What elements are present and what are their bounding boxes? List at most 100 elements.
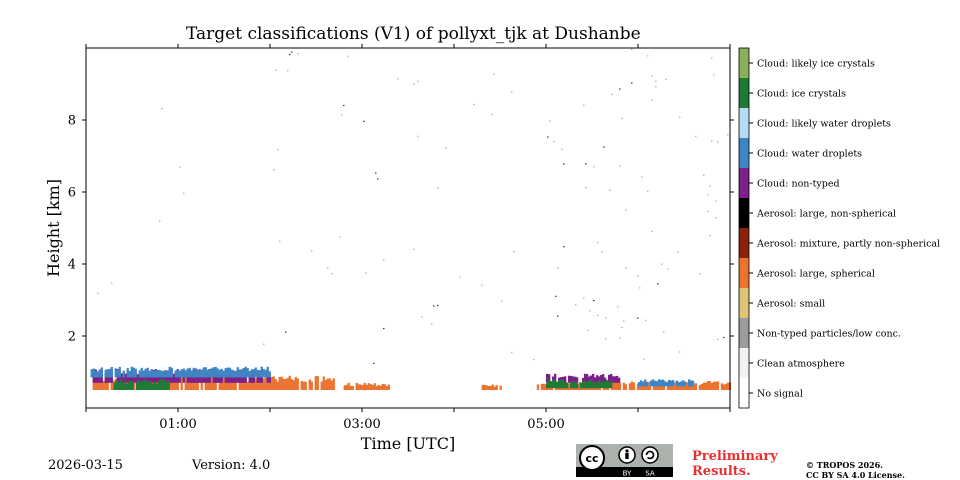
feature-pixel: [554, 380, 557, 389]
colorbar-label: Non-typed particles/low conc.: [757, 329, 901, 340]
cc-by-sa-badge: cc BY SA: [576, 444, 673, 477]
feature-pixel: [155, 384, 158, 390]
feature-pixel: [244, 366, 247, 378]
colorbar-swatch: [739, 348, 749, 378]
feature-pixel: [324, 380, 327, 390]
feature-pixel: [660, 379, 663, 387]
feature-pixel: [558, 380, 561, 389]
feature-pixel: [190, 370, 193, 378]
feature-pixel: [117, 382, 120, 390]
noise-pixel: [717, 141, 719, 143]
feature-pixel: [684, 381, 687, 387]
noise-pixel: [511, 351, 513, 354]
feature-pixel: [244, 381, 247, 390]
colorbar-label: Aerosol: mixture, partly non-spherical: [756, 239, 940, 250]
noise-pixel: [643, 358, 645, 360]
feature-pixel: [632, 382, 636, 390]
noise-pixel: [575, 304, 577, 306]
feature-pixel: [92, 377, 95, 390]
noise-pixel: [589, 310, 591, 312]
feature-pixel: [584, 373, 587, 383]
feature-pixel: [280, 376, 283, 390]
noise-pixel: [593, 299, 595, 302]
feature-pixel: [149, 381, 152, 390]
colorbar: Cloud: likely ice crystals Cloud: ice cry…: [738, 47, 940, 409]
feature-pixel: [146, 374, 149, 383]
feature-pixel: [216, 368, 219, 378]
feature-pixel: [564, 382, 567, 389]
feature-pixel: [262, 378, 265, 390]
noise-pixel: [637, 317, 639, 319]
noise-pixel: [501, 300, 503, 302]
feature-pixel: [170, 377, 173, 390]
feature-pixel: [618, 377, 621, 383]
feature-pixel: [186, 376, 189, 390]
x-tick-label: 01:00: [159, 417, 196, 432]
noise-pixel: [561, 148, 563, 150]
feature-pixel: [166, 370, 169, 378]
feature-pixel: [548, 374, 551, 383]
feature-8: [546, 373, 621, 383]
feature-pixel: [700, 384, 704, 390]
feature-pixel: [246, 368, 249, 378]
noise-pixel: [645, 319, 647, 321]
noise-pixel: [583, 104, 585, 106]
colorbar-swatch: [739, 258, 749, 288]
feature-pixel: [266, 372, 269, 383]
feature-pixel: [483, 385, 486, 390]
feature-pixel: [132, 373, 135, 383]
feature-pixel: [119, 379, 122, 390]
feature-pixel: [260, 377, 263, 390]
feature-pixel: [604, 382, 607, 389]
feature-pixel: [290, 379, 293, 390]
feature-pixel: [190, 372, 193, 383]
feature-pixel: [212, 367, 215, 378]
copyright-line: © TROPOS 2026.: [806, 460, 883, 470]
feature-pixel: [200, 369, 203, 378]
feature-pixel: [612, 381, 616, 390]
feature-pixel: [574, 376, 577, 383]
colorbar-label: Cloud: non-typed: [757, 179, 840, 190]
feature-pixel: [670, 380, 673, 387]
feature-pixel: [125, 383, 128, 390]
feature-pixel: [218, 379, 221, 390]
feature-pixel: [546, 383, 549, 389]
feature-pixel: [586, 382, 589, 389]
feature-pixel: [678, 382, 681, 387]
noise-pixel: [727, 134, 729, 136]
colorbar-label: Cloud: likely ice crystals: [757, 59, 875, 70]
feature-pixel: [240, 369, 243, 378]
feature-pixel: [234, 370, 237, 378]
noise-pixel: [291, 51, 293, 53]
feature-pixel: [588, 380, 591, 389]
feature-pixel: [254, 378, 257, 390]
feature-pixel: [676, 383, 680, 390]
feature-pixel: [682, 383, 686, 390]
axes-frame: [85, 47, 731, 409]
feature-pixel: [194, 381, 197, 390]
colorbar-swatch: [739, 48, 749, 78]
feature-pixel: [630, 381, 634, 390]
feature-pixel: [130, 366, 133, 378]
feature-pixel: [491, 384, 494, 390]
feature-pixel: [628, 383, 632, 390]
feature-pixel: [268, 371, 271, 378]
feature-pixel: [722, 384, 726, 390]
feature-pixel: [682, 380, 685, 387]
feature-pixel: [100, 367, 103, 378]
feature-pixel: [160, 370, 163, 378]
feature-pixel: [590, 375, 593, 383]
sa-text: SA: [645, 470, 655, 478]
feature-pixel: [141, 380, 144, 390]
noise-pixel: [327, 267, 329, 269]
colorbar-label: No signal: [757, 389, 803, 400]
noise-pixel: [625, 267, 627, 269]
cc-icon: [579, 445, 605, 471]
feature-pixel: [676, 380, 679, 387]
feature-pixel: [322, 376, 325, 390]
feature-pixel: [608, 382, 611, 389]
feature-pixel: [228, 377, 231, 390]
feature-pixel: [174, 370, 177, 378]
feature-pixel: [636, 383, 640, 390]
noise-pixel: [655, 86, 657, 88]
